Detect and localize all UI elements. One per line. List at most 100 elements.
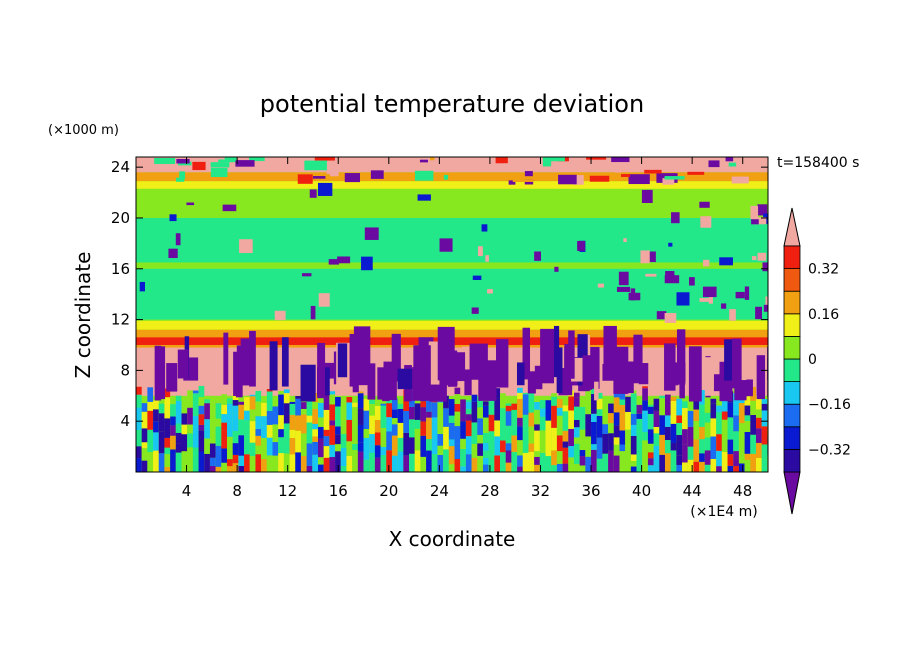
field-cell — [733, 451, 739, 467]
field-cell — [630, 461, 637, 467]
field-cell — [209, 465, 216, 472]
field-cell — [357, 424, 364, 443]
field-cell — [619, 430, 626, 445]
field-cell — [693, 439, 700, 462]
field-cell — [602, 405, 609, 425]
field-plume — [568, 330, 575, 379]
field-plume — [478, 360, 497, 388]
field-patch — [621, 174, 631, 177]
field-cell — [733, 466, 739, 472]
field-cell — [448, 422, 455, 440]
field-cell — [215, 466, 222, 472]
field-cell — [522, 392, 529, 395]
field-cell — [209, 401, 216, 422]
field-cell — [244, 420, 250, 439]
field-cell — [147, 451, 154, 472]
field-patch — [495, 157, 508, 164]
field-cell — [562, 406, 569, 412]
field-cell — [562, 441, 569, 448]
field-patch — [523, 162, 543, 167]
x-tick-label: 4 — [182, 482, 192, 500]
field-cell — [477, 434, 483, 444]
field-cell — [272, 436, 279, 443]
field-cell — [613, 412, 620, 426]
field-cell — [596, 448, 603, 459]
field-cell — [642, 400, 648, 411]
field-plume — [633, 334, 643, 384]
y-tick-label: 12 — [111, 311, 130, 329]
field-cell — [443, 426, 449, 450]
field-patch — [577, 157, 584, 164]
field-patch — [430, 157, 435, 161]
field-patch — [702, 286, 717, 298]
field-cell — [437, 454, 444, 472]
field-patch — [224, 157, 237, 161]
field-cell — [750, 453, 756, 472]
field-cell — [295, 396, 301, 399]
field-patch — [361, 163, 370, 172]
field-cell — [687, 446, 694, 460]
field-cell — [306, 415, 313, 423]
field-cell — [545, 400, 552, 421]
field-cell — [323, 393, 330, 410]
field-cell — [181, 434, 188, 452]
field-cell — [175, 395, 182, 402]
field-cell — [323, 436, 330, 447]
field-plume — [233, 351, 239, 396]
field-plume — [337, 343, 348, 378]
field-cell — [585, 414, 592, 437]
field-patch — [548, 157, 565, 162]
field-cell — [482, 442, 489, 451]
field-cell — [471, 401, 478, 423]
field-cell — [568, 410, 574, 429]
field-patch — [765, 296, 768, 308]
field-patch — [175, 233, 181, 246]
field-cell — [181, 424, 188, 435]
field-cell — [653, 410, 660, 428]
field-cell — [352, 422, 358, 444]
field-cell — [551, 427, 557, 451]
field-patch — [330, 168, 339, 177]
field-cell — [710, 418, 717, 437]
field-cell — [517, 440, 523, 456]
field-cell — [215, 403, 222, 419]
field-cell — [391, 409, 398, 419]
field-cell — [329, 444, 336, 458]
field-cell — [477, 455, 483, 472]
field-cell — [494, 388, 501, 399]
field-cell — [249, 396, 256, 410]
field-cell — [278, 390, 284, 395]
field-cell — [443, 449, 449, 472]
field-cell — [704, 395, 711, 407]
field-cell — [471, 457, 478, 472]
field-cell — [727, 402, 734, 418]
field-cell — [426, 395, 432, 412]
field-cell — [244, 454, 250, 472]
field-cell — [340, 403, 347, 413]
field-cell — [613, 444, 620, 456]
field-cell — [289, 414, 296, 430]
field-cell — [693, 409, 700, 421]
field-cell — [283, 389, 290, 394]
field-cell — [699, 390, 705, 405]
field-cell — [500, 408, 506, 428]
field-cell — [426, 439, 432, 451]
field-cell — [289, 437, 296, 455]
field-cell — [602, 433, 609, 454]
field-cell — [437, 413, 444, 434]
field-patch — [664, 176, 685, 180]
field-cell — [477, 418, 483, 435]
field-cell — [335, 434, 341, 445]
field-cell — [613, 455, 620, 472]
field-patch — [719, 257, 733, 266]
field-band — [136, 268, 768, 320]
field-cell — [437, 408, 444, 414]
field-cell — [414, 450, 421, 472]
field-cell — [283, 423, 290, 443]
field-cell — [699, 461, 705, 472]
field-cell — [386, 450, 392, 472]
field-cell — [551, 450, 557, 466]
field-cell — [323, 446, 330, 458]
field-cell — [602, 453, 609, 472]
field-cell — [676, 429, 683, 436]
